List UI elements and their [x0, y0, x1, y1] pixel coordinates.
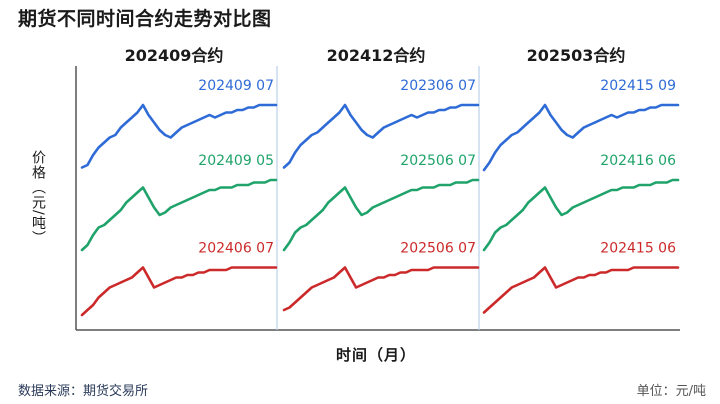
series-line-p1-s2: [80, 178, 278, 252]
series-line-p3-s2: [482, 178, 680, 252]
series-line-p3-s3: [482, 266, 680, 314]
x-axis-label: 时间（月）: [336, 346, 417, 364]
panel-title-1: 202409合约: [124, 46, 224, 65]
series-line-p3-s1: [482, 103, 680, 172]
series-line-p1-s3: [80, 266, 278, 317]
unit-note: 单位：元/吨: [636, 384, 706, 399]
series-label-p1-s3: 202406 07: [198, 241, 274, 257]
panel-title-3: 202503合约: [526, 46, 626, 65]
series-label-p1-s2: 202409 05: [198, 153, 274, 169]
series-label-p3-s1: 202415 09: [600, 78, 676, 94]
series-line-p2-s1: [282, 103, 480, 169]
y-axis-label: 价格（元/吨）: [30, 150, 46, 246]
series-line-p1-s1: [80, 103, 278, 169]
data-source-note: 数据来源：期货交易所: [18, 384, 149, 399]
series-label-p2-s1: 202306 07: [400, 78, 476, 94]
series-line-p2-s2: [282, 178, 480, 252]
series-label-p3-s2: 202416 06: [600, 153, 676, 169]
panel-title-2: 202412合约: [326, 46, 426, 65]
series-label-p2-s3: 202506 07: [400, 241, 476, 257]
series-label-p1-s1: 202409 07: [198, 78, 274, 94]
chart-title: 期货不同时间合约走势对比图: [18, 8, 272, 30]
series-label-p3-s3: 202415 06: [600, 241, 676, 257]
series-line-p2-s3: [282, 266, 480, 312]
series-label-p2-s2: 202506 07: [400, 153, 476, 169]
